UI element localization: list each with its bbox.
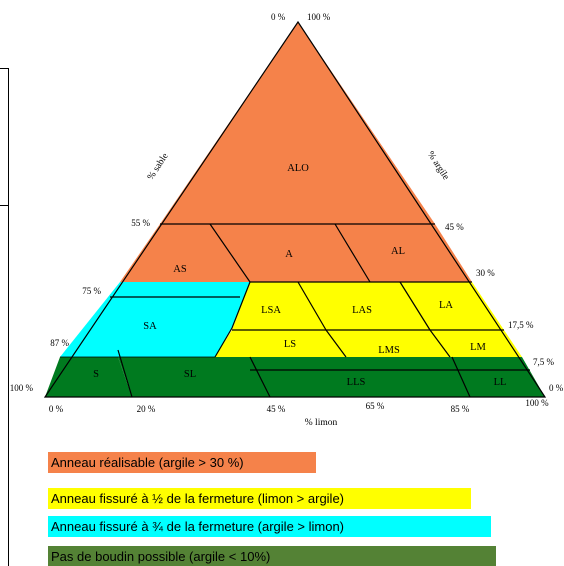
region-label: LSA	[261, 305, 281, 316]
region-lsa	[232, 282, 326, 330]
bottom-tick-label: 85 %	[451, 404, 470, 414]
region-las	[298, 282, 430, 330]
region-label: ALO	[287, 163, 309, 174]
right-tick-label: 30 %	[476, 268, 495, 278]
bottom-tick-label: 100 %	[525, 398, 549, 408]
region-a	[210, 224, 370, 282]
region-ls	[215, 330, 346, 357]
right-tick-label: 0 %	[549, 383, 564, 393]
legend-item-cyan: Anneau fissuré à ¾ de la fermeture (argi…	[48, 516, 491, 537]
left-tick-label: 87 %	[50, 338, 69, 348]
axis-title-limon: % limon	[305, 418, 338, 428]
region-label: LA	[439, 300, 453, 311]
region-label: LLS	[347, 377, 366, 388]
apex-label-right: 100 %	[307, 12, 331, 22]
region-lms	[326, 330, 450, 357]
region-label: S	[93, 369, 99, 380]
region-label: LAS	[352, 305, 372, 316]
left-tick-label: 100 %	[10, 383, 34, 393]
region-ll	[452, 357, 545, 397]
left-border-tick	[0, 205, 9, 206]
axis-title-argile: % argile	[425, 150, 451, 182]
apex-label-left: 0 %	[271, 12, 286, 22]
legend-item-green: Pas de boudin possible (argile < 10%)	[48, 546, 496, 566]
region-sl	[118, 357, 270, 397]
region-lls	[250, 357, 470, 397]
legend-item-yellow: Anneau fissuré à ½ de la fermeture (limo…	[48, 488, 471, 509]
right-tick-label: 45 %	[445, 222, 464, 232]
bottom-tick-label: 20 %	[137, 404, 156, 414]
region-label: LMS	[378, 345, 400, 356]
right-tick-label: 17,5 %	[508, 320, 534, 330]
left-tick-label: 75 %	[82, 286, 101, 296]
region-label: A	[285, 249, 293, 260]
left-border-tick	[0, 68, 9, 69]
region-s	[45, 357, 132, 397]
left-border-rule	[8, 68, 9, 566]
region-label: LL	[494, 377, 507, 388]
left-tick-label: 55 %	[131, 218, 150, 228]
region-label: SL	[184, 369, 196, 380]
region-label: AL	[391, 246, 405, 257]
bottom-tick-label: 0 %	[49, 404, 64, 414]
legend-item-orange: Anneau réalisable (argile > 30 %)	[48, 452, 316, 473]
texture-triangle-diagram: ALO A AL AS LSA LAS LA SA LS LMS LM S SL…	[10, 12, 564, 428]
region-label: LS	[284, 339, 296, 350]
right-tick-label: 7,5 %	[533, 357, 555, 367]
region-lm	[430, 330, 522, 357]
region-alo	[160, 22, 435, 224]
axis-title-sable: % sable	[146, 152, 171, 182]
region-label: SA	[143, 321, 157, 332]
bottom-tick-label: 65 %	[366, 401, 385, 411]
region-la	[400, 282, 504, 330]
triangle-outline	[43, 20, 547, 398]
bottom-tick-label: 45 %	[267, 404, 286, 414]
region-label: AS	[173, 264, 187, 275]
region-label: LM	[470, 342, 486, 353]
region-sa	[60, 282, 250, 357]
region-al	[335, 224, 472, 282]
